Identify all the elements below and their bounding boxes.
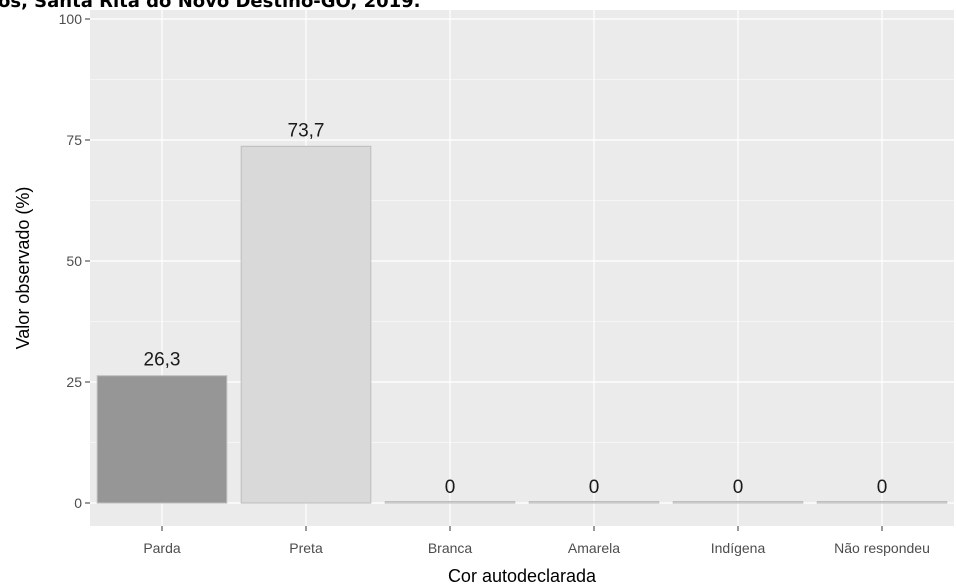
y-tick-label: 100 bbox=[59, 11, 83, 27]
y-tick-label: 25 bbox=[66, 374, 82, 390]
data-label: 26,3 bbox=[144, 350, 181, 371]
major-gridlines bbox=[90, 10, 954, 526]
x-tick-label: Parda bbox=[143, 540, 181, 556]
y-axis-title: Valor observado (%) bbox=[13, 187, 33, 350]
data-label: 0 bbox=[877, 477, 888, 498]
bar-amarela bbox=[528, 501, 660, 504]
x-tick-label: Amarela bbox=[568, 540, 620, 556]
data-label: 0 bbox=[589, 477, 600, 498]
x-axis: Parda Preta Branca Amarela Indígena Não respo… bbox=[143, 526, 930, 556]
data-label: 73,7 bbox=[288, 120, 325, 141]
x-tick-label: Não respondeu bbox=[834, 540, 930, 556]
data-label: 0 bbox=[733, 477, 744, 498]
minor-gridlines bbox=[90, 79, 954, 443]
plot-panel bbox=[90, 10, 954, 526]
x-axis-title: Cor autodeclarada bbox=[448, 566, 597, 586]
data-label: 0 bbox=[445, 477, 456, 498]
data-labels: 26,3 73,7 0 0 0 0 bbox=[144, 120, 888, 498]
y-tick-label: 75 bbox=[66, 132, 82, 148]
bar-ind-gena bbox=[672, 501, 804, 504]
bar-n-o-respondeu bbox=[816, 501, 948, 504]
x-tick-label: Branca bbox=[428, 540, 473, 556]
bar-branca bbox=[384, 501, 516, 504]
y-tick-label: 0 bbox=[74, 495, 82, 511]
bar-parda bbox=[96, 375, 228, 504]
bars bbox=[96, 145, 948, 504]
y-tick-label: 50 bbox=[66, 253, 82, 269]
y-axis: 0 25 50 75 100 bbox=[59, 11, 90, 511]
x-tick-label: Preta bbox=[289, 540, 323, 556]
chart-title: os, Santa Rita do Novo Destino-GO, 2019. bbox=[0, 0, 421, 12]
x-tick-label: Indígena bbox=[711, 540, 766, 556]
bar-preta bbox=[240, 145, 372, 504]
